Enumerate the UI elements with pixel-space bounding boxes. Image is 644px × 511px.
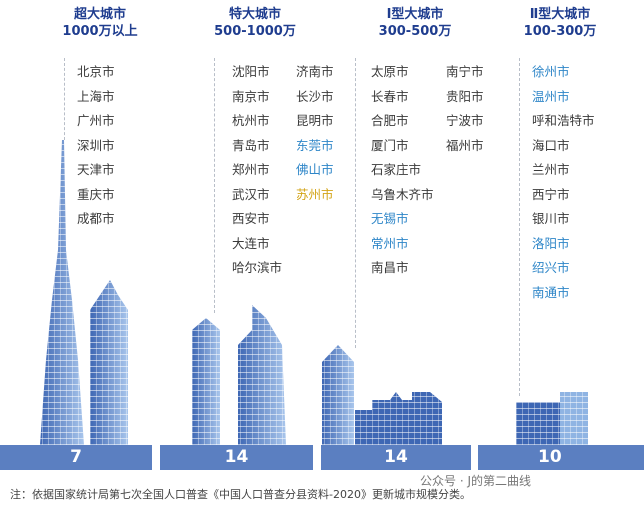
- city-item: 郑州市: [232, 162, 270, 177]
- city-item: 太原市: [371, 64, 409, 79]
- tower-group-2: [192, 305, 286, 445]
- city-item: 西宁市: [532, 186, 570, 202]
- city-item: 西安市: [232, 211, 270, 226]
- city-item: 海口市: [532, 137, 570, 153]
- city-item: 苏州市: [296, 186, 334, 202]
- group-header-2: 特大城市 500-1000万: [200, 6, 310, 40]
- city-item: 深圳市: [77, 137, 115, 153]
- city-item: 常州市: [371, 235, 409, 251]
- city-item: 济南市: [296, 64, 334, 79]
- city-item: 重庆市: [77, 186, 115, 202]
- city-item: 广州市: [77, 113, 115, 128]
- city-item: 兰州市: [532, 162, 570, 177]
- city-item: 温州市: [532, 88, 570, 104]
- group-subtitle: 1000万以上: [62, 24, 138, 39]
- city-item: 青岛市: [232, 137, 270, 153]
- city-item: 徐州市: [532, 64, 570, 79]
- city-item: 长春市: [371, 88, 409, 104]
- city-item: 南通市: [532, 284, 570, 300]
- group-title: Ⅱ型大城市: [529, 7, 591, 22]
- city-item: 银川市: [532, 211, 570, 226]
- divider-line-2: [214, 58, 215, 313]
- city-item: 哈尔滨市: [232, 260, 283, 275]
- city-item: 乌鲁木齐市: [371, 186, 434, 202]
- city-item: 长沙市: [296, 88, 334, 104]
- count-bar-3: [321, 445, 471, 470]
- tower-group-3: [322, 345, 442, 445]
- group-header-3: Ⅰ型大城市 300-500万: [355, 6, 475, 40]
- group-title: 超大城市: [73, 7, 126, 22]
- city-item: 北京市: [77, 64, 115, 79]
- group-header-4: Ⅱ型大城市 100-300万: [505, 6, 615, 40]
- city-item: 贵阳市: [446, 88, 484, 104]
- footnote: 注：依据国家统计局第七次全国人口普查《中国人口普查分县资料-2020》更新城市规…: [10, 488, 471, 501]
- group-count-3: 14: [384, 447, 408, 467]
- city-item: 南宁市: [446, 64, 484, 79]
- city-item: 武汉市: [232, 186, 270, 202]
- group-subtitle: 300-500万: [378, 24, 452, 39]
- city-item: 沈阳市: [232, 64, 270, 79]
- group-subtitle: 100-300万: [523, 24, 597, 39]
- group-title: 特大城市: [228, 7, 281, 22]
- city-item: 石家庄市: [371, 162, 422, 177]
- divider-line-3: [355, 58, 356, 348]
- city-item: 无锡市: [371, 211, 409, 226]
- group-title: Ⅰ型大城市: [386, 7, 444, 22]
- city-item: 合肥市: [371, 113, 409, 128]
- group-count-2: 14: [224, 447, 249, 467]
- watermark: 公众号 · J的第二曲线: [420, 474, 531, 488]
- city-item: 天津市: [77, 162, 115, 177]
- city-item: 洛阳市: [532, 235, 570, 251]
- city-item: 上海市: [77, 88, 115, 104]
- city-item: 南昌市: [371, 260, 409, 275]
- city-item: 绍兴市: [532, 260, 570, 275]
- group-count-1: 7: [70, 447, 82, 467]
- city-item: 厦门市: [371, 137, 409, 153]
- city-item: 宁波市: [446, 113, 484, 128]
- city-item: 佛山市: [296, 162, 334, 177]
- tower-group-1: [40, 140, 128, 445]
- group-count-4: 10: [538, 447, 562, 467]
- city-item: 南京市: [232, 88, 270, 104]
- city-item: 成都市: [77, 211, 115, 226]
- city-item: 昆明市: [296, 113, 334, 128]
- count-bar-1: [0, 445, 152, 470]
- divider-line-4: [519, 58, 520, 396]
- group-subtitle: 500-1000万: [214, 24, 296, 39]
- city-item: 东莞市: [296, 137, 334, 153]
- count-bar-2: [160, 445, 313, 470]
- city-item: 呼和浩特市: [532, 113, 595, 128]
- count-bar-4: [478, 445, 644, 470]
- city-item: 福州市: [446, 137, 484, 153]
- city-item: 大连市: [232, 235, 270, 251]
- group-header-1: 超大城市 1000万以上: [45, 6, 155, 40]
- divider-line-1: [64, 58, 65, 140]
- city-item: 杭州市: [232, 113, 270, 128]
- tower-group-4: [516, 392, 588, 445]
